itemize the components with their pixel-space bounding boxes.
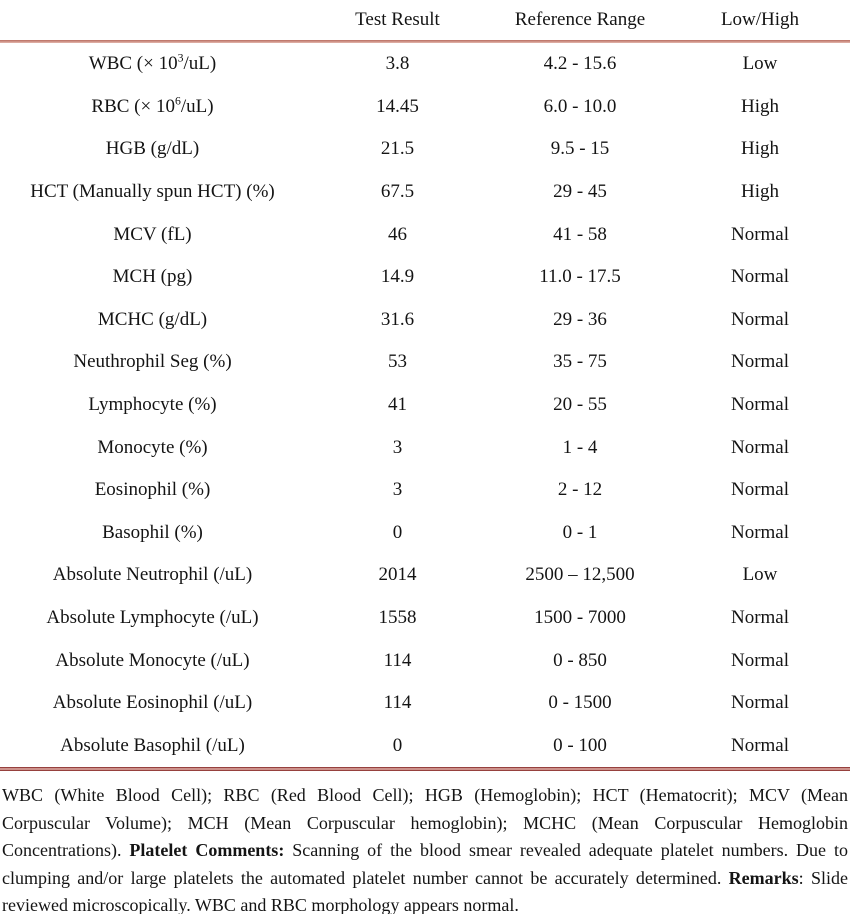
test-name-cell: Basophil (%) (102, 521, 203, 543)
table-row: Monocyte (%) 3 1 - 4 Normal (0, 426, 850, 469)
reference-range-cell: 1 - 4 (562, 436, 598, 458)
test-name-cell: Lymphocyte (%) (88, 394, 217, 416)
reference-range-cell: 41 - 58 (553, 223, 607, 245)
low-high-cell: Normal (730, 223, 790, 245)
table-row: Absolute Basophil (/uL) 0 0 - 100 Normal (0, 725, 850, 768)
test-name-cell: MCHC (g/dL) (97, 308, 208, 330)
low-high-cell: High (741, 95, 779, 117)
reference-range-cell: 29 - 45 (553, 181, 607, 203)
column-header-test (0, 0, 305, 40)
table-row: Lymphocyte (%) 41 20 - 55 Normal (0, 384, 850, 427)
reference-range-cell: 2 - 12 (557, 479, 603, 501)
test-result-cell: 3.8 (385, 53, 410, 75)
column-header-low-high: Low/High (720, 9, 800, 30)
reference-range-cell: 29 - 36 (553, 308, 607, 330)
low-high-cell: Normal (730, 436, 790, 458)
table-row: Neuthrophil Seg (%) 53 35 - 75 Normal (0, 341, 850, 384)
reference-range-cell: 11.0 - 17.5 (539, 266, 621, 288)
reference-range-cell: 35 - 75 (553, 351, 607, 373)
test-name-cell: Monocyte (%) (97, 436, 208, 458)
test-result-cell: 0 (392, 734, 403, 756)
low-high-cell: Normal (730, 521, 790, 543)
table-row: MCHC (g/dL) 31.6 29 - 36 Normal (0, 299, 850, 342)
table-row: RBC (× 106/uL) 14.45 6.0 - 10.0 High (0, 86, 850, 129)
header-divider-rule (0, 40, 850, 43)
test-result-cell: 41 (388, 394, 407, 416)
cbc-results-table-body: WBC (× 103/uL) 3.8 4.2 - 15.6 Low RBC (× 106… (0, 43, 850, 767)
low-high-cell: Normal (730, 692, 790, 714)
test-result-cell: 31.6 (380, 308, 415, 330)
test-name-cell: Absolute Monocyte (/uL) (55, 649, 250, 671)
footnote: WBC (White Blood Cell); RBC (Red Blood C… (2, 785, 848, 914)
table-row: Basophil (%) 0 0 - 1 Normal (0, 512, 850, 555)
table-row: Absolute Lymphocyte (/uL) 1558 1500 - 7000… (0, 597, 850, 640)
test-name-cell: Absolute Lymphocyte (/uL) (46, 607, 259, 629)
test-result-cell: 0 (392, 521, 403, 543)
low-high-cell: Normal (730, 649, 790, 671)
test-result-cell: 14.45 (376, 95, 419, 117)
test-name-cell: MCV (fL) (113, 223, 192, 245)
column-header-reference-range: Reference Range (514, 9, 646, 30)
test-name-cell: HCT (Manually spun HCT) (%) (30, 181, 275, 203)
test-result-cell: 67.5 (380, 181, 415, 203)
low-high-cell: Normal (730, 308, 790, 330)
low-high-cell: Normal (730, 394, 790, 416)
reference-range-cell: 0 - 850 (553, 649, 607, 671)
test-result-cell: 3 (392, 479, 403, 501)
reference-range-cell: 4.2 - 15.6 (543, 53, 617, 75)
lab-table-body: WBC (× 103/uL) 3.8 4.2 - 15.6 Low RBC (× 106… (0, 43, 850, 767)
table-row: Absolute Neutrophil (/uL) 2014 2500 – 12,5… (0, 554, 850, 597)
reference-range-cell: 0 - 1 (562, 521, 598, 543)
low-high-cell: Normal (730, 734, 790, 756)
test-result-cell: 14.9 (380, 266, 415, 288)
low-high-cell: Normal (730, 351, 790, 373)
table-row: Eosinophil (%) 3 2 - 12 Normal (0, 469, 850, 512)
low-high-cell: High (741, 138, 779, 160)
test-result-cell: 1558 (378, 607, 417, 629)
cbc-results-table: Test Result Reference Range Low/High (0, 0, 850, 40)
test-result-cell: 114 (383, 692, 412, 714)
table-header: Test Result Reference Range Low/High (0, 0, 850, 40)
test-result-cell: 21.5 (380, 138, 415, 160)
reference-range-cell: 20 - 55 (553, 394, 607, 416)
test-name-cell: Absolute Eosinophil (/uL) (52, 692, 253, 714)
low-high-cell: High (741, 181, 779, 203)
footer-divider-rule (0, 767, 850, 772)
reference-range-cell: 0 - 100 (553, 734, 607, 756)
reference-range-cell: 2500 – 12,500 (525, 564, 635, 586)
test-name-cell: WBC (× 103/uL) (88, 51, 217, 75)
table-header-row: Test Result Reference Range Low/High (0, 0, 850, 40)
table-row: HGB (g/dL) 21.5 9.5 - 15 High (0, 128, 850, 171)
test-result-cell: 2014 (378, 564, 417, 586)
low-high-cell: Low (742, 53, 778, 75)
column-header-test-result: Test Result (355, 9, 440, 30)
test-result-cell: 53 (388, 351, 407, 373)
reference-range-cell: 9.5 - 15 (550, 138, 610, 160)
low-high-cell: Normal (730, 479, 790, 501)
reference-range-cell: 1500 - 7000 (534, 607, 626, 629)
low-high-cell: Normal (730, 607, 790, 629)
table-row: MCV (fL) 46 41 - 58 Normal (0, 213, 850, 256)
test-name-cell: RBC (× 106/uL) (91, 94, 214, 117)
low-high-cell: Low (742, 564, 778, 586)
table-row: HCT (Manually spun HCT) (%) 67.5 29 - 45 Hi… (0, 171, 850, 214)
reference-range-cell: 6.0 - 10.0 (543, 95, 617, 117)
test-name-cell: Eosinophil (%) (94, 479, 211, 501)
test-result-cell: 3 (392, 436, 403, 458)
table-row: MCH (pg) 14.9 11.0 - 17.5 Normal (0, 256, 850, 299)
test-result-cell: 114 (383, 649, 412, 671)
reference-range-cell: 0 - 1500 (548, 692, 612, 714)
test-name-cell: Absolute Basophil (/uL) (60, 734, 245, 756)
test-name-cell: Absolute Neutrophil (/uL) (52, 564, 253, 586)
test-name-cell: HGB (g/dL) (105, 138, 200, 160)
table-row: Absolute Eosinophil (/uL) 114 0 - 1500 Norm… (0, 682, 850, 725)
table-row: WBC (× 103/uL) 3.8 4.2 - 15.6 Low (0, 43, 850, 86)
low-high-cell: Normal (730, 266, 790, 288)
table-row: Absolute Monocyte (/uL) 114 0 - 850 Normal (0, 639, 850, 682)
test-name-cell: Neuthrophil Seg (%) (73, 351, 232, 373)
test-name-cell: MCH (pg) (112, 266, 193, 288)
test-result-cell: 46 (388, 223, 407, 245)
